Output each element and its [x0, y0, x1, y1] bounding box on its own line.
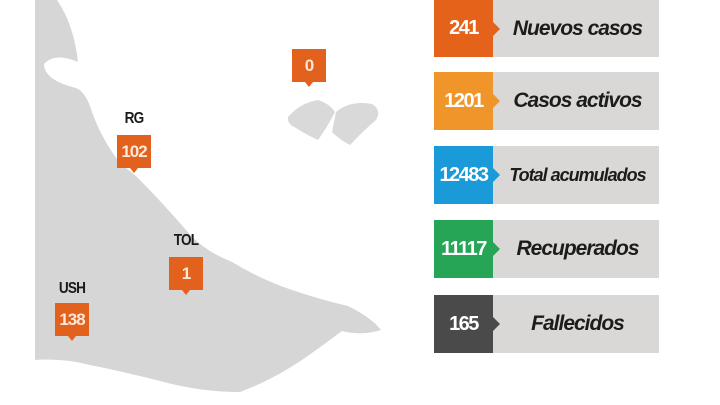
- tierra-del-fuego-map: [35, 0, 381, 392]
- stat-label: Total acumulados: [509, 164, 646, 185]
- stat-label: Recuperados: [516, 237, 639, 260]
- marker-rg-value: 102: [117, 135, 151, 173]
- stat-nuevos-casos: 241 Nuevos casos: [434, 0, 659, 57]
- marker-label-tol: TOL: [173, 232, 199, 249]
- marker-tol-value: 1: [169, 257, 203, 295]
- stat-value: 165: [434, 295, 500, 353]
- stat-value: 241: [434, 0, 500, 57]
- marker-ush-value: 138: [55, 303, 89, 341]
- stat-label: Fallecidos: [531, 312, 625, 335]
- stat-recuperados: 11117 Recuperados: [434, 220, 659, 278]
- malvinas-islands: [287, 100, 379, 145]
- marker-malvinas-value: 0: [292, 49, 326, 87]
- stat-label: Nuevos casos: [512, 16, 643, 40]
- stat-casos-activos: 1201 Casos activos: [434, 72, 659, 130]
- main-island-land: [35, 0, 381, 392]
- stat-label: Casos activos: [513, 89, 642, 112]
- stat-fallecidos: 165 Fallecidos: [434, 295, 659, 353]
- stat-value: 1201: [434, 72, 500, 130]
- stat-value: 11117: [434, 220, 500, 278]
- stat-value: 12483: [434, 146, 500, 204]
- marker-label-ush: USH: [58, 280, 86, 297]
- marker-label-rg: RG: [124, 110, 145, 127]
- stat-total-acumulados: 12483 Total acumulados: [434, 146, 659, 204]
